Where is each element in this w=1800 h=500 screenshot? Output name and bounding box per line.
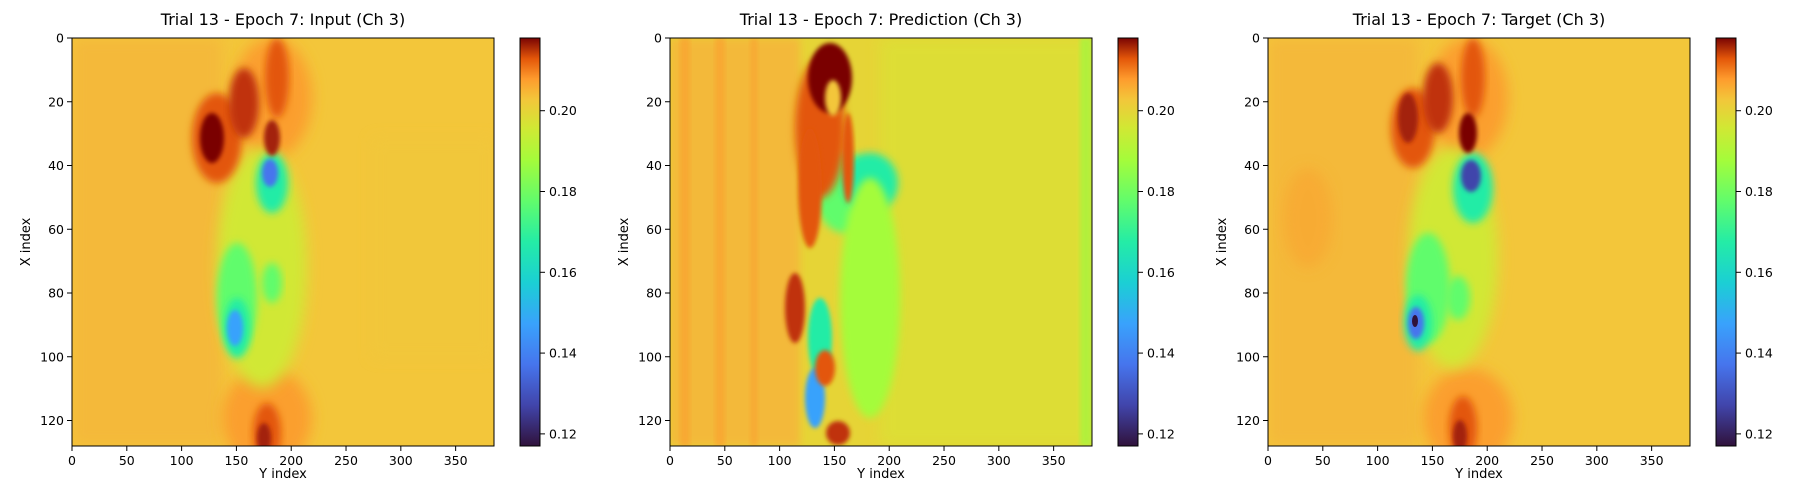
x-tick-label: 50: [1315, 453, 1331, 468]
panel-prediction: 0 20 40 60 80 100 120 0 50 100 150 200 250 300 350 Tr…: [617, 10, 1175, 482]
x-tick-label: 150: [822, 453, 846, 468]
x-tick-label: 200: [279, 453, 303, 468]
colorbar: 0.12 0.14 0.16 0.18 0.20: [519, 37, 577, 447]
x-tick-label: 300: [1585, 453, 1609, 468]
y-tick-label: 60: [1244, 222, 1260, 237]
x-tick-label: 300: [389, 453, 413, 468]
panel-target: 0 20 40 60 80 100 120 0 50 100 150 200 250 300 350 Tr…: [1215, 10, 1773, 482]
y-tick-label: 100: [40, 349, 64, 364]
y-axis: 0 20 40 60 80 100 120: [638, 31, 670, 428]
colorbar-tick-label: 0.16: [549, 265, 577, 280]
x-axis: 0 50 100 150 200 250 300 350: [666, 446, 1066, 468]
x-tick-label: 350: [1042, 453, 1066, 468]
x-axis-label: Y index: [258, 467, 307, 482]
heatmap-image: [1268, 38, 1690, 446]
x-tick-label: 150: [224, 453, 248, 468]
y-tick-label: 80: [48, 286, 64, 301]
x-tick-label: 350: [444, 453, 468, 468]
colorbar-tick-label: 0.18: [1147, 184, 1175, 199]
x-tick-label: 0: [1264, 453, 1272, 468]
x-tick-label: 50: [717, 453, 733, 468]
chart-title: Trial 13 - Epoch 7: Prediction (Ch 3): [739, 10, 1022, 29]
colorbar-tick-label: 0.20: [1147, 103, 1175, 118]
y-axis: 0 20 40 60 80 100 120: [40, 31, 72, 428]
colorbar-tick-label: 0.14: [549, 346, 577, 361]
colorbar-tick-label: 0.12: [1745, 426, 1773, 441]
panel-input: 0 20 40 60 80 100 120 0 50 100 150 200 250 300 350 Tr…: [19, 10, 577, 482]
x-tick-label: 200: [877, 453, 901, 468]
y-tick-label: 0: [1252, 31, 1260, 46]
heatmap-image: [670, 38, 1092, 446]
y-tick-label: 40: [48, 158, 64, 173]
x-tick-label: 250: [932, 453, 956, 468]
colorbar-tick-label: 0.18: [549, 184, 577, 199]
colorbar-gradient: [1117, 37, 1139, 447]
y-tick-label: 100: [1236, 349, 1260, 364]
y-tick-label: 60: [48, 222, 64, 237]
colorbar-tick-label: 0.12: [1147, 426, 1175, 441]
colorbar-ticks: 0.12 0.14 0.16 0.18 0.20: [1736, 103, 1773, 441]
chart-title: Trial 13 - Epoch 7: Input (Ch 3): [160, 10, 405, 29]
y-tick-label: 120: [1236, 413, 1260, 428]
colorbar: 0.12 0.14 0.16 0.18 0.20: [1715, 37, 1773, 447]
y-tick-label: 20: [1244, 94, 1260, 109]
colorbar-tick-label: 0.12: [549, 426, 577, 441]
x-tick-label: 50: [119, 453, 135, 468]
y-axis: 0 20 40 60 80 100 120: [1236, 31, 1268, 428]
heatmap-image: [72, 38, 494, 446]
colorbar-ticks: 0.12 0.14 0.16 0.18 0.20: [540, 103, 577, 441]
plot-frame: [1267, 37, 1691, 447]
colorbar-tick-label: 0.14: [1745, 346, 1773, 361]
x-axis-label: Y index: [1454, 467, 1503, 482]
colorbar-tick-label: 0.20: [549, 103, 577, 118]
plot-frame: [71, 37, 495, 447]
x-tick-label: 350: [1640, 453, 1664, 468]
x-tick-label: 0: [666, 453, 674, 468]
x-tick-label: 250: [334, 453, 358, 468]
x-tick-label: 300: [987, 453, 1011, 468]
colorbar: 0.12 0.14 0.16 0.18 0.20: [1117, 37, 1175, 447]
y-tick-label: 40: [646, 158, 662, 173]
x-tick-label: 100: [768, 453, 792, 468]
y-tick-label: 120: [638, 413, 662, 428]
x-tick-label: 100: [1366, 453, 1390, 468]
x-axis: 0 50 100 150 200 250 300 350: [1264, 446, 1664, 468]
x-tick-label: 250: [1530, 453, 1554, 468]
y-tick-label: 0: [654, 31, 662, 46]
y-tick-label: 20: [48, 94, 64, 109]
colorbar-tick-label: 0.20: [1745, 103, 1773, 118]
y-tick-label: 60: [646, 222, 662, 237]
x-tick-label: 100: [170, 453, 194, 468]
x-axis-label: Y index: [856, 467, 905, 482]
x-tick-label: 200: [1475, 453, 1499, 468]
y-tick-label: 0: [56, 31, 64, 46]
y-axis-label: X index: [617, 217, 632, 266]
y-axis-label: X index: [19, 217, 34, 266]
y-tick-label: 80: [646, 286, 662, 301]
y-tick-label: 40: [1244, 158, 1260, 173]
y-tick-label: 120: [40, 413, 64, 428]
colorbar-tick-label: 0.16: [1147, 265, 1175, 280]
colorbar-gradient: [1715, 37, 1737, 447]
colorbar-gradient: [519, 37, 541, 447]
x-tick-label: 150: [1420, 453, 1444, 468]
y-tick-label: 100: [638, 349, 662, 364]
plot-frame: [669, 37, 1093, 447]
chart-title: Trial 13 - Epoch 7: Target (Ch 3): [1352, 10, 1605, 29]
y-tick-label: 80: [1244, 286, 1260, 301]
colorbar-tick-label: 0.16: [1745, 265, 1773, 280]
colorbar-tick-label: 0.14: [1147, 346, 1175, 361]
colorbar-tick-label: 0.18: [1745, 184, 1773, 199]
colorbar-ticks: 0.12 0.14 0.16 0.18 0.20: [1138, 103, 1175, 441]
x-axis: 0 50 100 150 200 250 300 350: [68, 446, 468, 468]
y-tick-label: 20: [646, 94, 662, 109]
x-tick-label: 0: [68, 453, 76, 468]
y-axis-label: X index: [1215, 217, 1230, 266]
